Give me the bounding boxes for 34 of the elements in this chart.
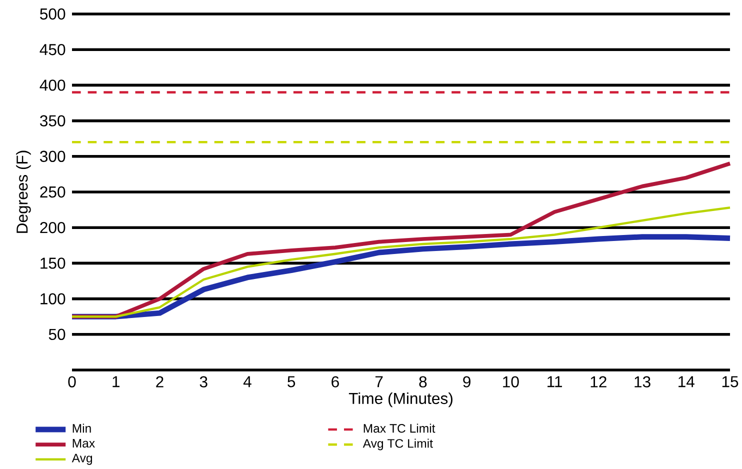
x-tick-label: 9	[463, 376, 470, 388]
x-tick-label: 5	[288, 376, 296, 388]
y-tick-label: 150	[40, 258, 66, 269]
legend-label: Max	[72, 439, 95, 448]
y-tick-label: 100	[40, 293, 66, 304]
x-tick-label: 11	[548, 376, 562, 388]
y-tick-label: 450	[40, 44, 66, 56]
x-tick-label: 1	[112, 376, 120, 388]
y-tick-label: 200	[40, 222, 66, 234]
x-tick-label: 6	[332, 376, 339, 388]
y-tick-label: 350	[40, 115, 66, 126]
legend-label: Avg	[72, 454, 92, 465]
x-tick-label: 4	[243, 376, 252, 388]
x-axis-title: Time (Minutes)	[348, 392, 452, 408]
x-tick-label: 0	[68, 376, 76, 388]
line-series	[70, 206, 732, 318]
x-tick-label: 8	[419, 376, 427, 388]
x-tick-label: 15	[722, 376, 738, 388]
x-tick-label: 2	[156, 376, 164, 388]
legend-label: Max TC Limit	[364, 424, 436, 433]
x-tick-label: 10	[503, 376, 519, 388]
x-tick-label: 12	[590, 376, 606, 388]
legend-label: Avg TC Limit	[362, 438, 433, 450]
x-tick-label: 14	[678, 376, 694, 388]
legend-label: Min	[72, 424, 91, 433]
y-axis-title: Degrees (F)	[16, 150, 31, 233]
x-tick-label: 13	[634, 376, 650, 388]
y-tick-label: 50	[48, 328, 66, 340]
y-tick-label: 300	[40, 150, 66, 162]
y-tick-label: 500	[40, 8, 66, 20]
x-tick-label: 7	[375, 376, 383, 388]
x-tick-label: 3	[200, 376, 208, 388]
y-tick-label: 250	[40, 186, 66, 198]
y-tick-label: 400	[40, 80, 66, 91]
